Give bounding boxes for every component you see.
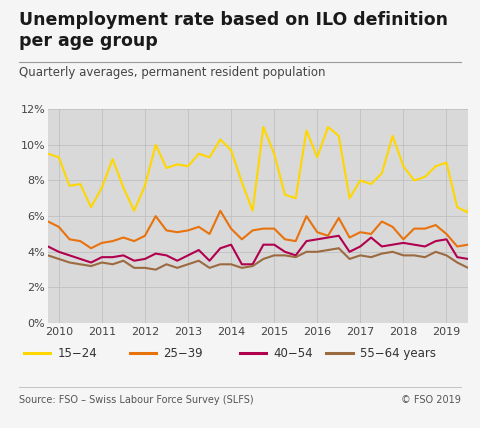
Text: 40−54: 40−54 bbox=[274, 347, 313, 360]
Text: Quarterly averages, permanent resident population: Quarterly averages, permanent resident p… bbox=[19, 66, 326, 79]
Text: 15−24: 15−24 bbox=[58, 347, 97, 360]
Text: 25−39: 25−39 bbox=[163, 347, 203, 360]
Text: Unemployment rate based on ILO definition: Unemployment rate based on ILO definitio… bbox=[19, 11, 448, 29]
Text: 55−64 years: 55−64 years bbox=[360, 347, 436, 360]
Text: per age group: per age group bbox=[19, 32, 158, 50]
Text: © FSO 2019: © FSO 2019 bbox=[401, 395, 461, 405]
Text: Source: FSO – Swiss Labour Force Survey (SLFS): Source: FSO – Swiss Labour Force Survey … bbox=[19, 395, 254, 405]
